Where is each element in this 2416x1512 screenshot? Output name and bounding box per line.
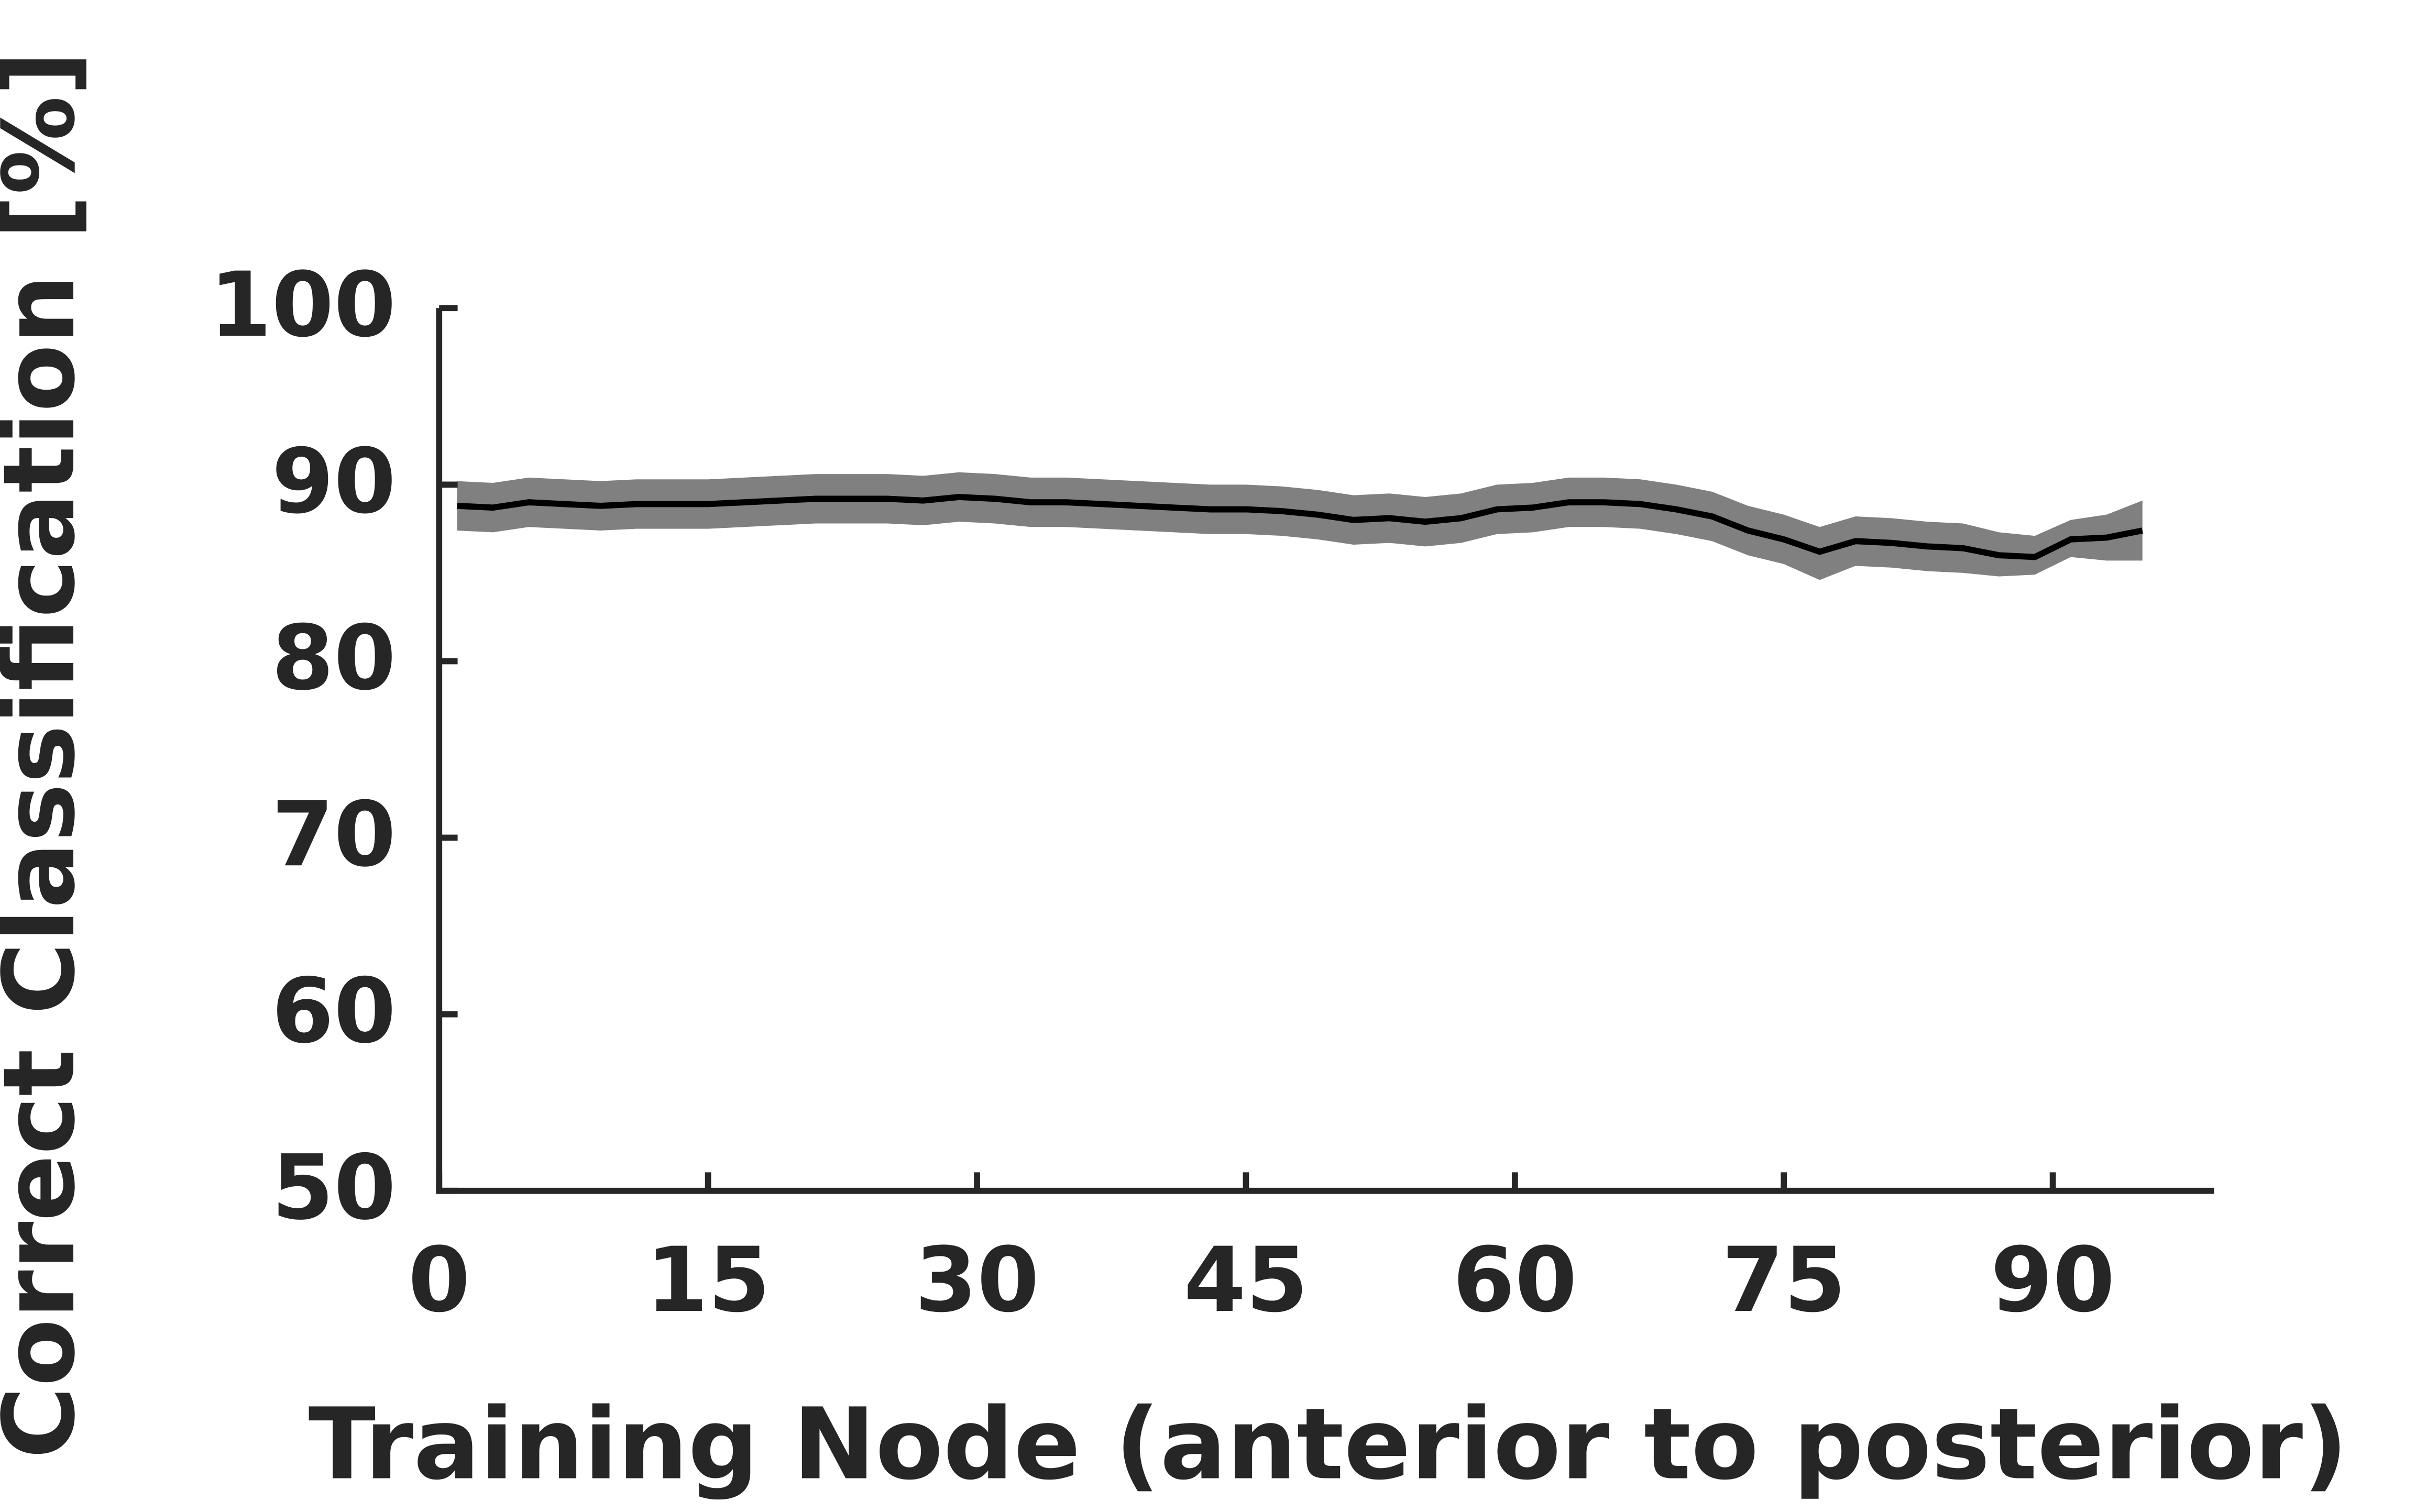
x-tick-label: 15 <box>646 1229 770 1332</box>
x-tick-label: 45 <box>1184 1229 1308 1332</box>
confidence-band <box>457 472 2143 580</box>
x-axis-title: Training Node (anterior to posterior) <box>309 1387 2348 1502</box>
x-tick-label: 30 <box>915 1229 1039 1332</box>
x-tick-label: 75 <box>1722 1229 1846 1332</box>
x-tick-label: 60 <box>1453 1229 1577 1332</box>
x-tick-label: 0 <box>408 1229 470 1332</box>
y-tick-label: 100 <box>210 253 396 357</box>
y-tick-label: 90 <box>272 430 396 534</box>
y-axis-title: Correct Classification [%] <box>0 51 97 1459</box>
mean-line <box>457 494 2143 560</box>
y-tick-label: 50 <box>272 1136 396 1240</box>
y-tick-label: 70 <box>272 783 396 887</box>
y-tick-label: 60 <box>272 959 396 1063</box>
y-tick-label: 80 <box>272 606 396 710</box>
x-tick-label: 90 <box>1991 1229 2115 1332</box>
